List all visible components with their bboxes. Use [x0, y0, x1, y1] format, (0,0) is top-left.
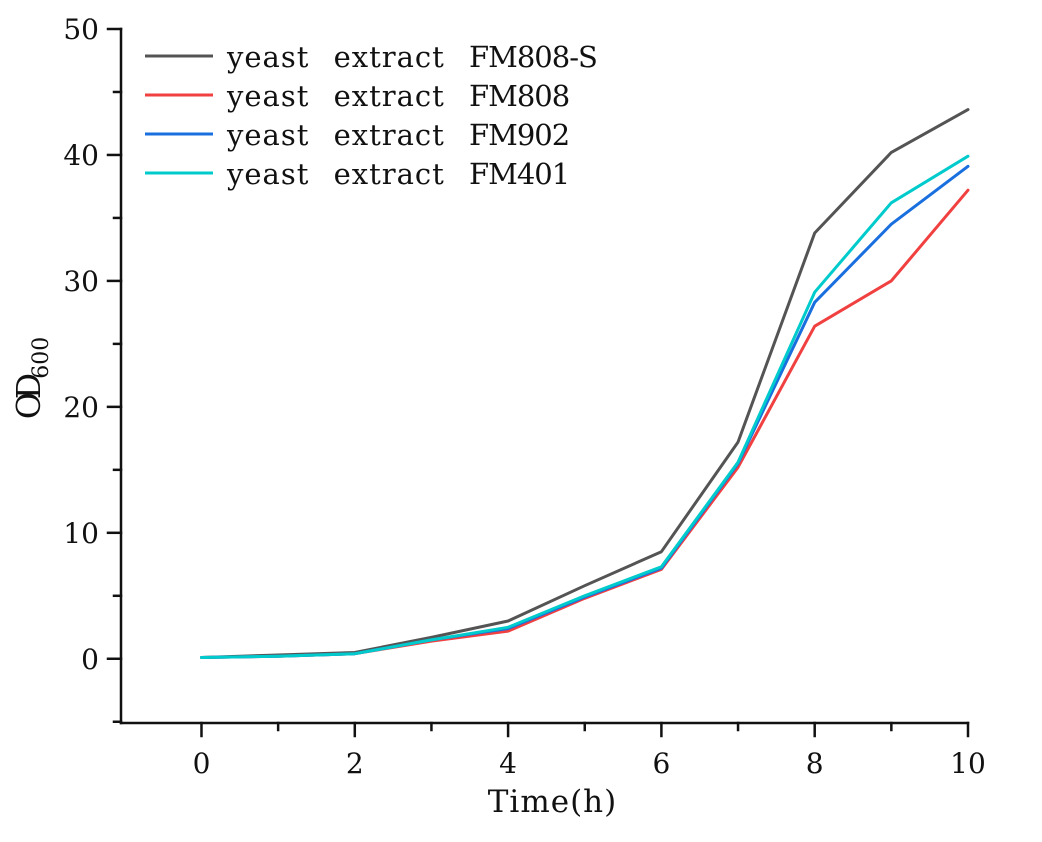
y-tick-label: 0 [81, 643, 99, 676]
y-tick-label: 40 [63, 139, 99, 172]
legend-label: yeast extract FM401 [226, 157, 569, 191]
x-tick-label: 6 [652, 747, 670, 780]
x-tick-label: 10 [950, 747, 986, 780]
legend-item-FM808: yeast extract FM808 [145, 79, 570, 113]
series-lines [200, 108, 970, 659]
y-axis-title: OD600 [9, 337, 54, 420]
legend-label: yeast extract FM808-S [226, 40, 597, 74]
legend-item-FM401: yeast extract FM401 [145, 157, 570, 191]
axes [106, 27, 970, 738]
series-line-FM401 [200, 154, 970, 659]
legend-label: yeast extract FM902 [226, 118, 569, 152]
legend: yeast extract FM808-S yeast extract FM808… [145, 40, 598, 191]
y-tick-label: 20 [63, 391, 99, 424]
legend-item-FM808-S: yeast extract FM808-S [145, 40, 598, 74]
legend-item-FM902: yeast extract FM902 [145, 118, 570, 152]
x-tick-label: 8 [806, 747, 824, 780]
series-line-FM808-S [200, 108, 970, 659]
x-tick-label: 2 [346, 747, 364, 780]
legend-label: yeast extract FM808 [226, 79, 569, 113]
y-tick-label: 30 [63, 265, 99, 298]
y-tick-label: 50 [63, 13, 99, 46]
y-tick-label: 10 [63, 517, 99, 550]
series-line-FM808 [200, 188, 970, 659]
tick-labels: 0 10 20 30 40 50 0 2 4 6 8 10 [63, 13, 985, 780]
x-tick-label: 4 [499, 747, 517, 780]
x-axis-title: Time(h) [488, 784, 618, 820]
series-line-FM902 [200, 164, 970, 659]
x-tick-label: 0 [193, 747, 211, 780]
